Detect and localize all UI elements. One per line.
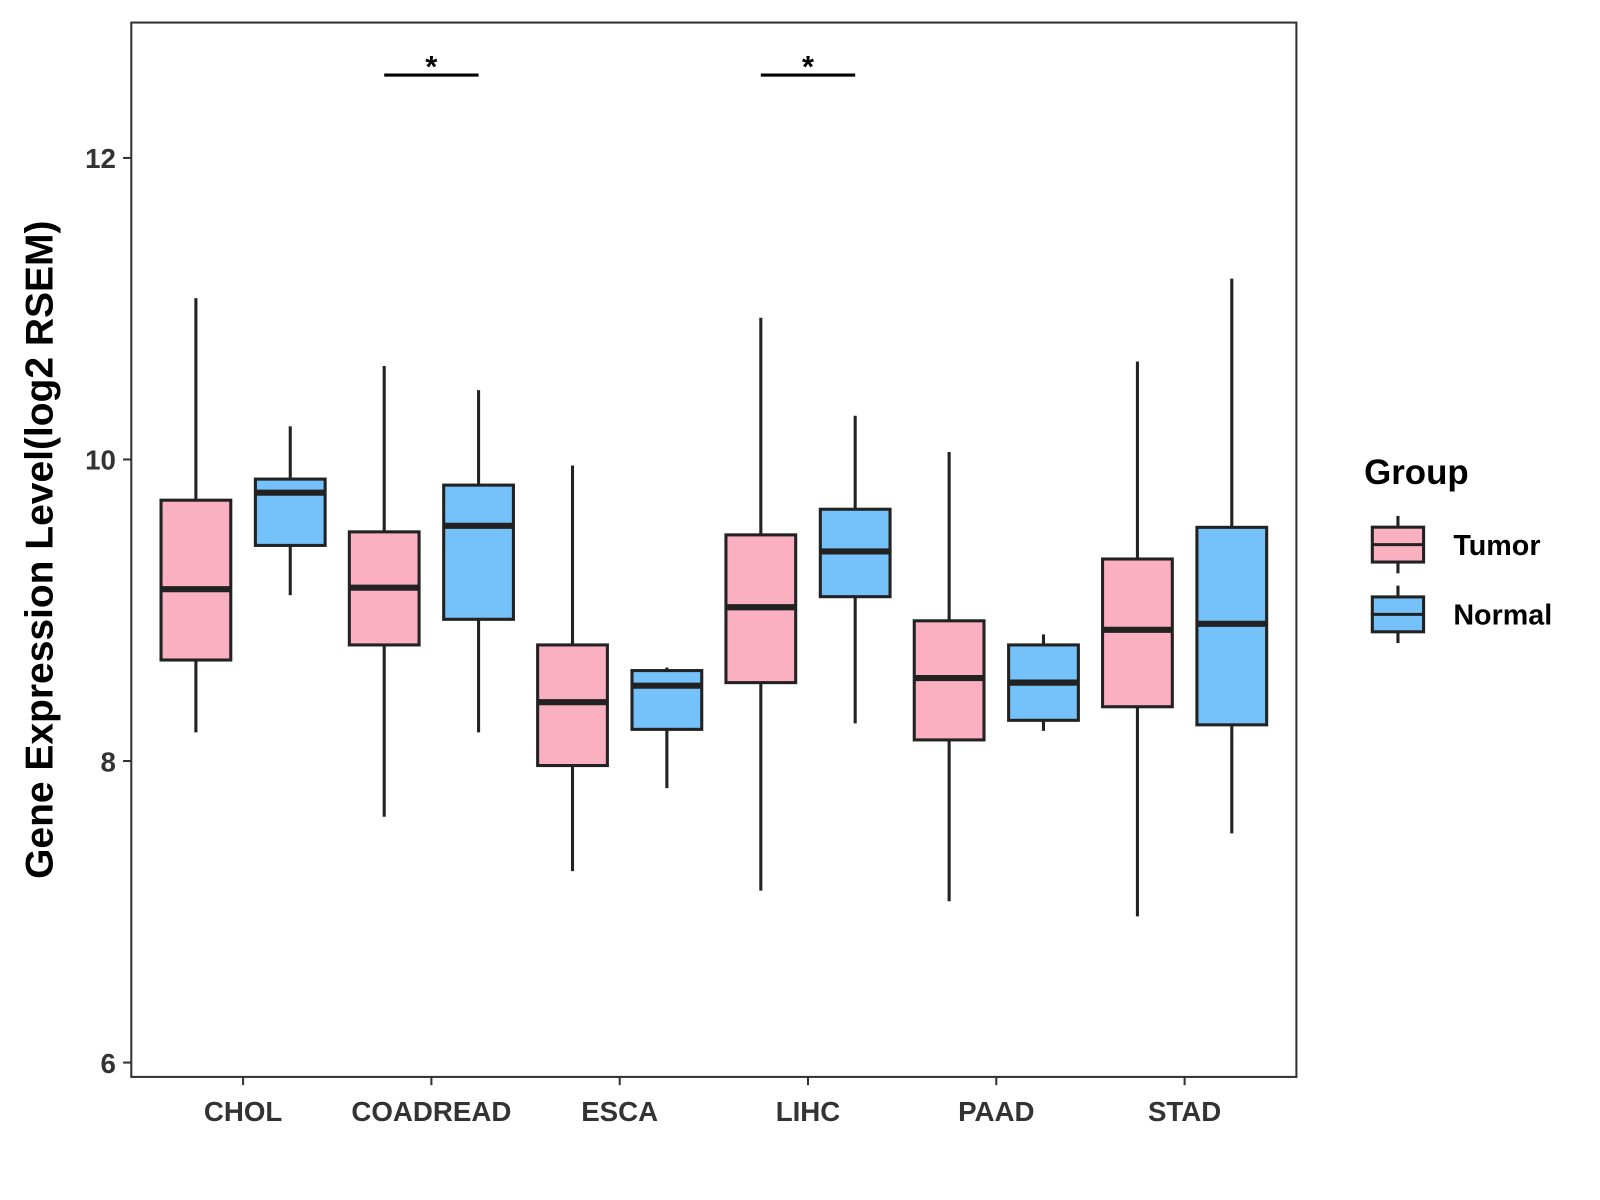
significance-label: * [425,49,437,84]
box-iqr [159,498,233,662]
x-tick-label: PAAD [958,1096,1034,1127]
x-tick-label: ESCA [581,1096,658,1127]
y-tick-label: 10 [85,445,116,476]
box-normal-coadread [442,390,515,733]
box-tumor-esca [536,465,609,872]
boxes-layer [159,278,1269,917]
y-axis-label: Gene Expression Level(log2 RSEM) [18,221,61,879]
legend: Group Tumor Normal [1364,453,1552,644]
significance-label: * [802,49,814,84]
box-tumor-chol [159,298,233,733]
legend-title: Group [1364,453,1469,492]
plot-panel-border [130,21,1298,1078]
box-normal-chol [253,426,327,596]
box-normal-stad [1195,278,1269,834]
box-normal-lihc [818,415,892,724]
box-iqr [442,483,515,621]
y-axis: 6 8 10 12 [85,143,132,1079]
legend-item-tumor: Tumor [1370,515,1541,574]
x-tick-label: STAD [1148,1096,1221,1127]
y-tick-label: 8 [100,746,115,777]
box-iqr [253,477,327,547]
legend-label: Tumor [1453,530,1540,562]
x-tick-label: CHOL [204,1096,283,1127]
box-tumor-lihc [724,317,798,891]
legend-item-normal: Normal [1370,585,1552,644]
box-tumor-stad [1101,361,1174,917]
x-tick-label: COADREAD [351,1096,511,1127]
box-tumor-coadread [347,366,421,817]
box-normal-paad [1007,634,1080,731]
x-tick-label: LIHC [776,1096,841,1127]
box-iqr [630,669,704,731]
legend-label: Normal [1453,600,1552,632]
y-tick-label: 6 [100,1048,115,1079]
significance-annotations: * * [384,49,856,84]
y-tick-label: 12 [85,143,116,174]
x-axis: CHOL COADREAD ESCA LIHC PAAD STAD [204,1076,1221,1127]
box-tumor-paad [912,451,986,902]
box-normal-esca [630,667,704,789]
